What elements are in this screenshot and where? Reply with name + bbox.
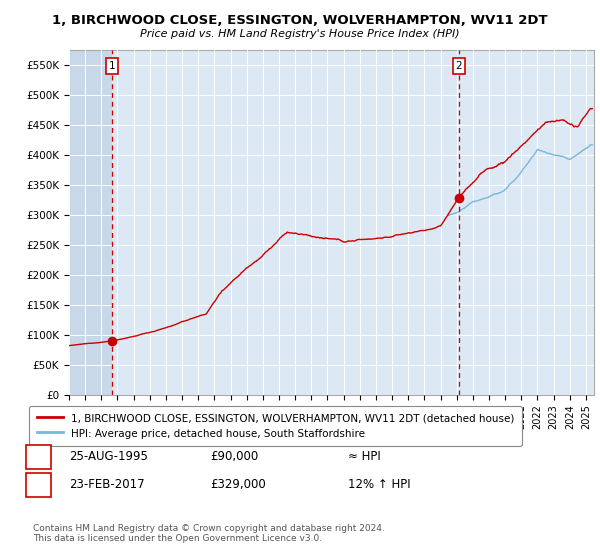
Text: 12% ↑ HPI: 12% ↑ HPI: [348, 478, 410, 491]
Text: 23-FEB-2017: 23-FEB-2017: [69, 478, 145, 491]
Text: 1: 1: [109, 61, 115, 71]
Text: 1, BIRCHWOOD CLOSE, ESSINGTON, WOLVERHAMPTON, WV11 2DT: 1, BIRCHWOOD CLOSE, ESSINGTON, WOLVERHAM…: [52, 14, 548, 27]
Text: 25-AUG-1995: 25-AUG-1995: [69, 450, 148, 463]
Text: 2: 2: [455, 61, 462, 71]
Text: ≈ HPI: ≈ HPI: [348, 450, 381, 463]
Bar: [69, 50, 112, 395]
Text: Contains HM Land Registry data © Crown copyright and database right 2024.
This d: Contains HM Land Registry data © Crown c…: [33, 524, 385, 543]
Text: Price paid vs. HM Land Registry's House Price Index (HPI): Price paid vs. HM Land Registry's House …: [140, 29, 460, 39]
Text: £329,000: £329,000: [210, 478, 266, 491]
Text: £90,000: £90,000: [210, 450, 258, 463]
Text: 2: 2: [35, 478, 42, 491]
Text: 1: 1: [35, 450, 42, 463]
Legend: 1, BIRCHWOOD CLOSE, ESSINGTON, WOLVERHAMPTON, WV11 2DT (detached house), HPI: Av: 1, BIRCHWOOD CLOSE, ESSINGTON, WOLVERHAM…: [29, 405, 521, 446]
